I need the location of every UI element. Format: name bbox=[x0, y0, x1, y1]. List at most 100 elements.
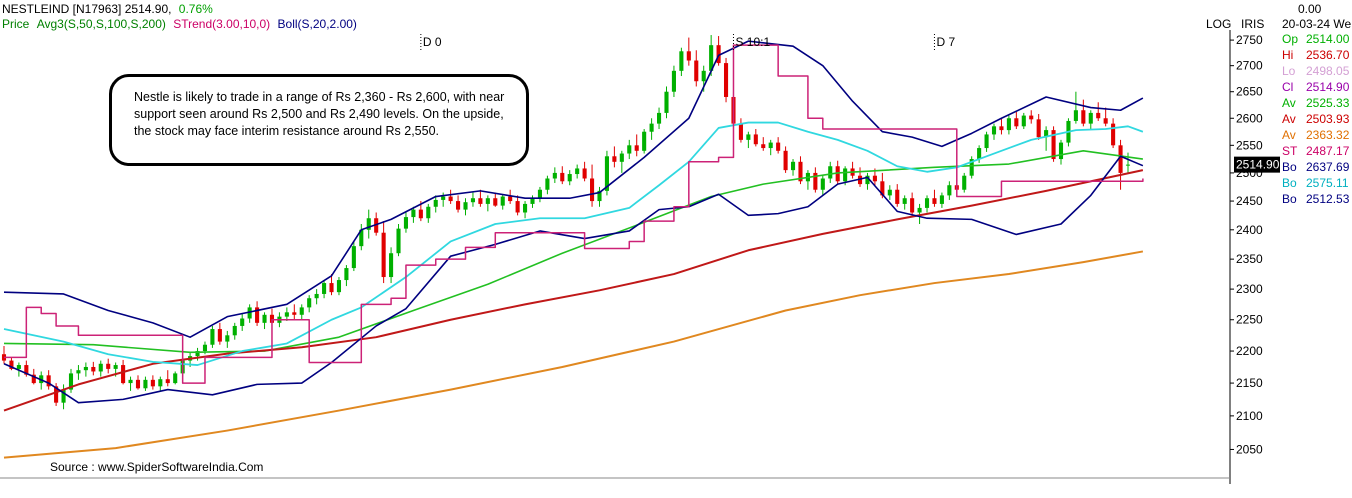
candle-body bbox=[790, 161, 796, 171]
candle-body bbox=[262, 314, 267, 323]
legend-boll: Boll(S,20,2.00) bbox=[277, 17, 357, 31]
candle-body bbox=[485, 198, 490, 204]
y-tick-label: 2300 bbox=[1236, 282, 1263, 296]
candle-body bbox=[508, 196, 513, 202]
candle-body bbox=[723, 63, 729, 97]
y-tick-label: 2550 bbox=[1236, 138, 1263, 152]
series-line bbox=[3, 40, 1144, 338]
header-line-1: NESTLEIND [N17963] 2514.90, 0.76% bbox=[2, 2, 213, 16]
y-axis: 2050210021502200225023002350240024502500… bbox=[1230, 33, 1263, 456]
panel-value: 2525.33 bbox=[1306, 96, 1350, 110]
candle-body bbox=[351, 246, 356, 269]
candle-body bbox=[366, 218, 371, 230]
panel-row: Av 2503.93 bbox=[1282, 112, 1349, 126]
candle-body bbox=[939, 195, 944, 204]
candle-body bbox=[530, 198, 535, 204]
panel-key: Av bbox=[1282, 112, 1296, 126]
candle-body bbox=[924, 198, 930, 208]
panel-key: ST bbox=[1282, 144, 1298, 158]
candle-body bbox=[1029, 115, 1034, 120]
panel-key: Cl bbox=[1282, 80, 1294, 94]
panel-value: 2637.69 bbox=[1306, 160, 1350, 174]
series-line bbox=[3, 169, 1144, 412]
candle-body bbox=[448, 196, 453, 202]
candle-body bbox=[604, 156, 609, 191]
candle-body bbox=[210, 329, 215, 345]
candle-body bbox=[977, 148, 982, 160]
legend-price: Price bbox=[2, 17, 30, 31]
legend-avg3: Avg3(S,50,S,100,S,200) bbox=[36, 17, 166, 31]
candle-body bbox=[627, 145, 632, 154]
candle-body bbox=[232, 325, 237, 336]
event-label: S 10:1 bbox=[735, 35, 771, 49]
y-tick-label: 2100 bbox=[1236, 409, 1263, 423]
panel-key: Lo bbox=[1282, 64, 1296, 78]
panel-row: Av 2363.32 bbox=[1282, 128, 1349, 142]
analysis-callout: Nestle is likely to trade in a range of … bbox=[109, 74, 529, 166]
panel-value: 2536.70 bbox=[1306, 48, 1350, 62]
candle-body bbox=[813, 172, 818, 190]
candle-body bbox=[709, 45, 714, 71]
candle-body bbox=[582, 168, 587, 179]
candle-body bbox=[91, 366, 96, 372]
candle-body bbox=[590, 178, 595, 202]
candle-body bbox=[865, 175, 870, 185]
iris-label[interactable]: IRIS bbox=[1241, 17, 1265, 31]
candle-body bbox=[269, 314, 275, 323]
candle-body bbox=[738, 123, 743, 140]
panel-key: Bo bbox=[1282, 176, 1297, 190]
candle-body bbox=[761, 144, 766, 149]
candle-body bbox=[991, 126, 997, 135]
candle-body bbox=[671, 70, 676, 92]
candle-body bbox=[173, 373, 178, 384]
candle-body bbox=[403, 217, 409, 229]
y-tick-label: 2350 bbox=[1236, 252, 1263, 266]
candle-body bbox=[83, 366, 88, 371]
candle-body bbox=[843, 168, 848, 182]
candle-body bbox=[46, 375, 51, 387]
y-tick-label: 2600 bbox=[1236, 111, 1263, 125]
candle-body bbox=[895, 189, 900, 204]
candle-body bbox=[1073, 110, 1078, 121]
candle-body bbox=[322, 283, 327, 294]
panel-row: Lo 2498.05 bbox=[1282, 64, 1349, 78]
panel-value: 2363.32 bbox=[1306, 128, 1350, 142]
series-line bbox=[3, 149, 1143, 354]
candle-body bbox=[470, 198, 476, 203]
candle-body bbox=[999, 126, 1004, 131]
candle-body bbox=[887, 189, 892, 196]
candle-body bbox=[515, 201, 520, 213]
candle-body bbox=[746, 134, 751, 140]
last-price-value: 2514.90, bbox=[124, 2, 172, 16]
log-label[interactable]: LOG bbox=[1206, 17, 1232, 31]
candle-body bbox=[31, 374, 36, 384]
panel-value: 2487.17 bbox=[1306, 144, 1350, 158]
candle-body bbox=[329, 283, 334, 293]
last-price-tag: 2514.90 bbox=[1234, 156, 1280, 173]
panel-key: Bo bbox=[1282, 192, 1297, 206]
candle-body bbox=[835, 166, 840, 182]
candle-body bbox=[686, 51, 691, 61]
candle-body bbox=[292, 312, 297, 315]
candle-body bbox=[857, 175, 863, 185]
candle-body bbox=[716, 45, 721, 64]
candle-body bbox=[567, 174, 572, 182]
candle-body bbox=[433, 199, 438, 207]
panel-value: 2503.93 bbox=[1306, 112, 1350, 126]
candle-body bbox=[1006, 118, 1011, 131]
candle-body bbox=[307, 298, 312, 308]
candle-body bbox=[798, 161, 803, 182]
candle-body bbox=[902, 198, 907, 204]
panel-row: Hi 2536.70 bbox=[1282, 48, 1349, 62]
candle-body bbox=[656, 112, 662, 124]
candle-body bbox=[299, 307, 304, 315]
candle-body bbox=[1118, 145, 1123, 173]
candle-body bbox=[76, 370, 81, 374]
candle-body bbox=[143, 379, 148, 389]
candle-body bbox=[560, 172, 565, 182]
header-line-2: Price Avg3(S,50,S,100,S,200) STrend(3.00… bbox=[2, 17, 357, 31]
candle-body bbox=[1058, 142, 1064, 160]
change-value: 0.76% bbox=[178, 2, 213, 16]
candle-body bbox=[16, 365, 21, 369]
